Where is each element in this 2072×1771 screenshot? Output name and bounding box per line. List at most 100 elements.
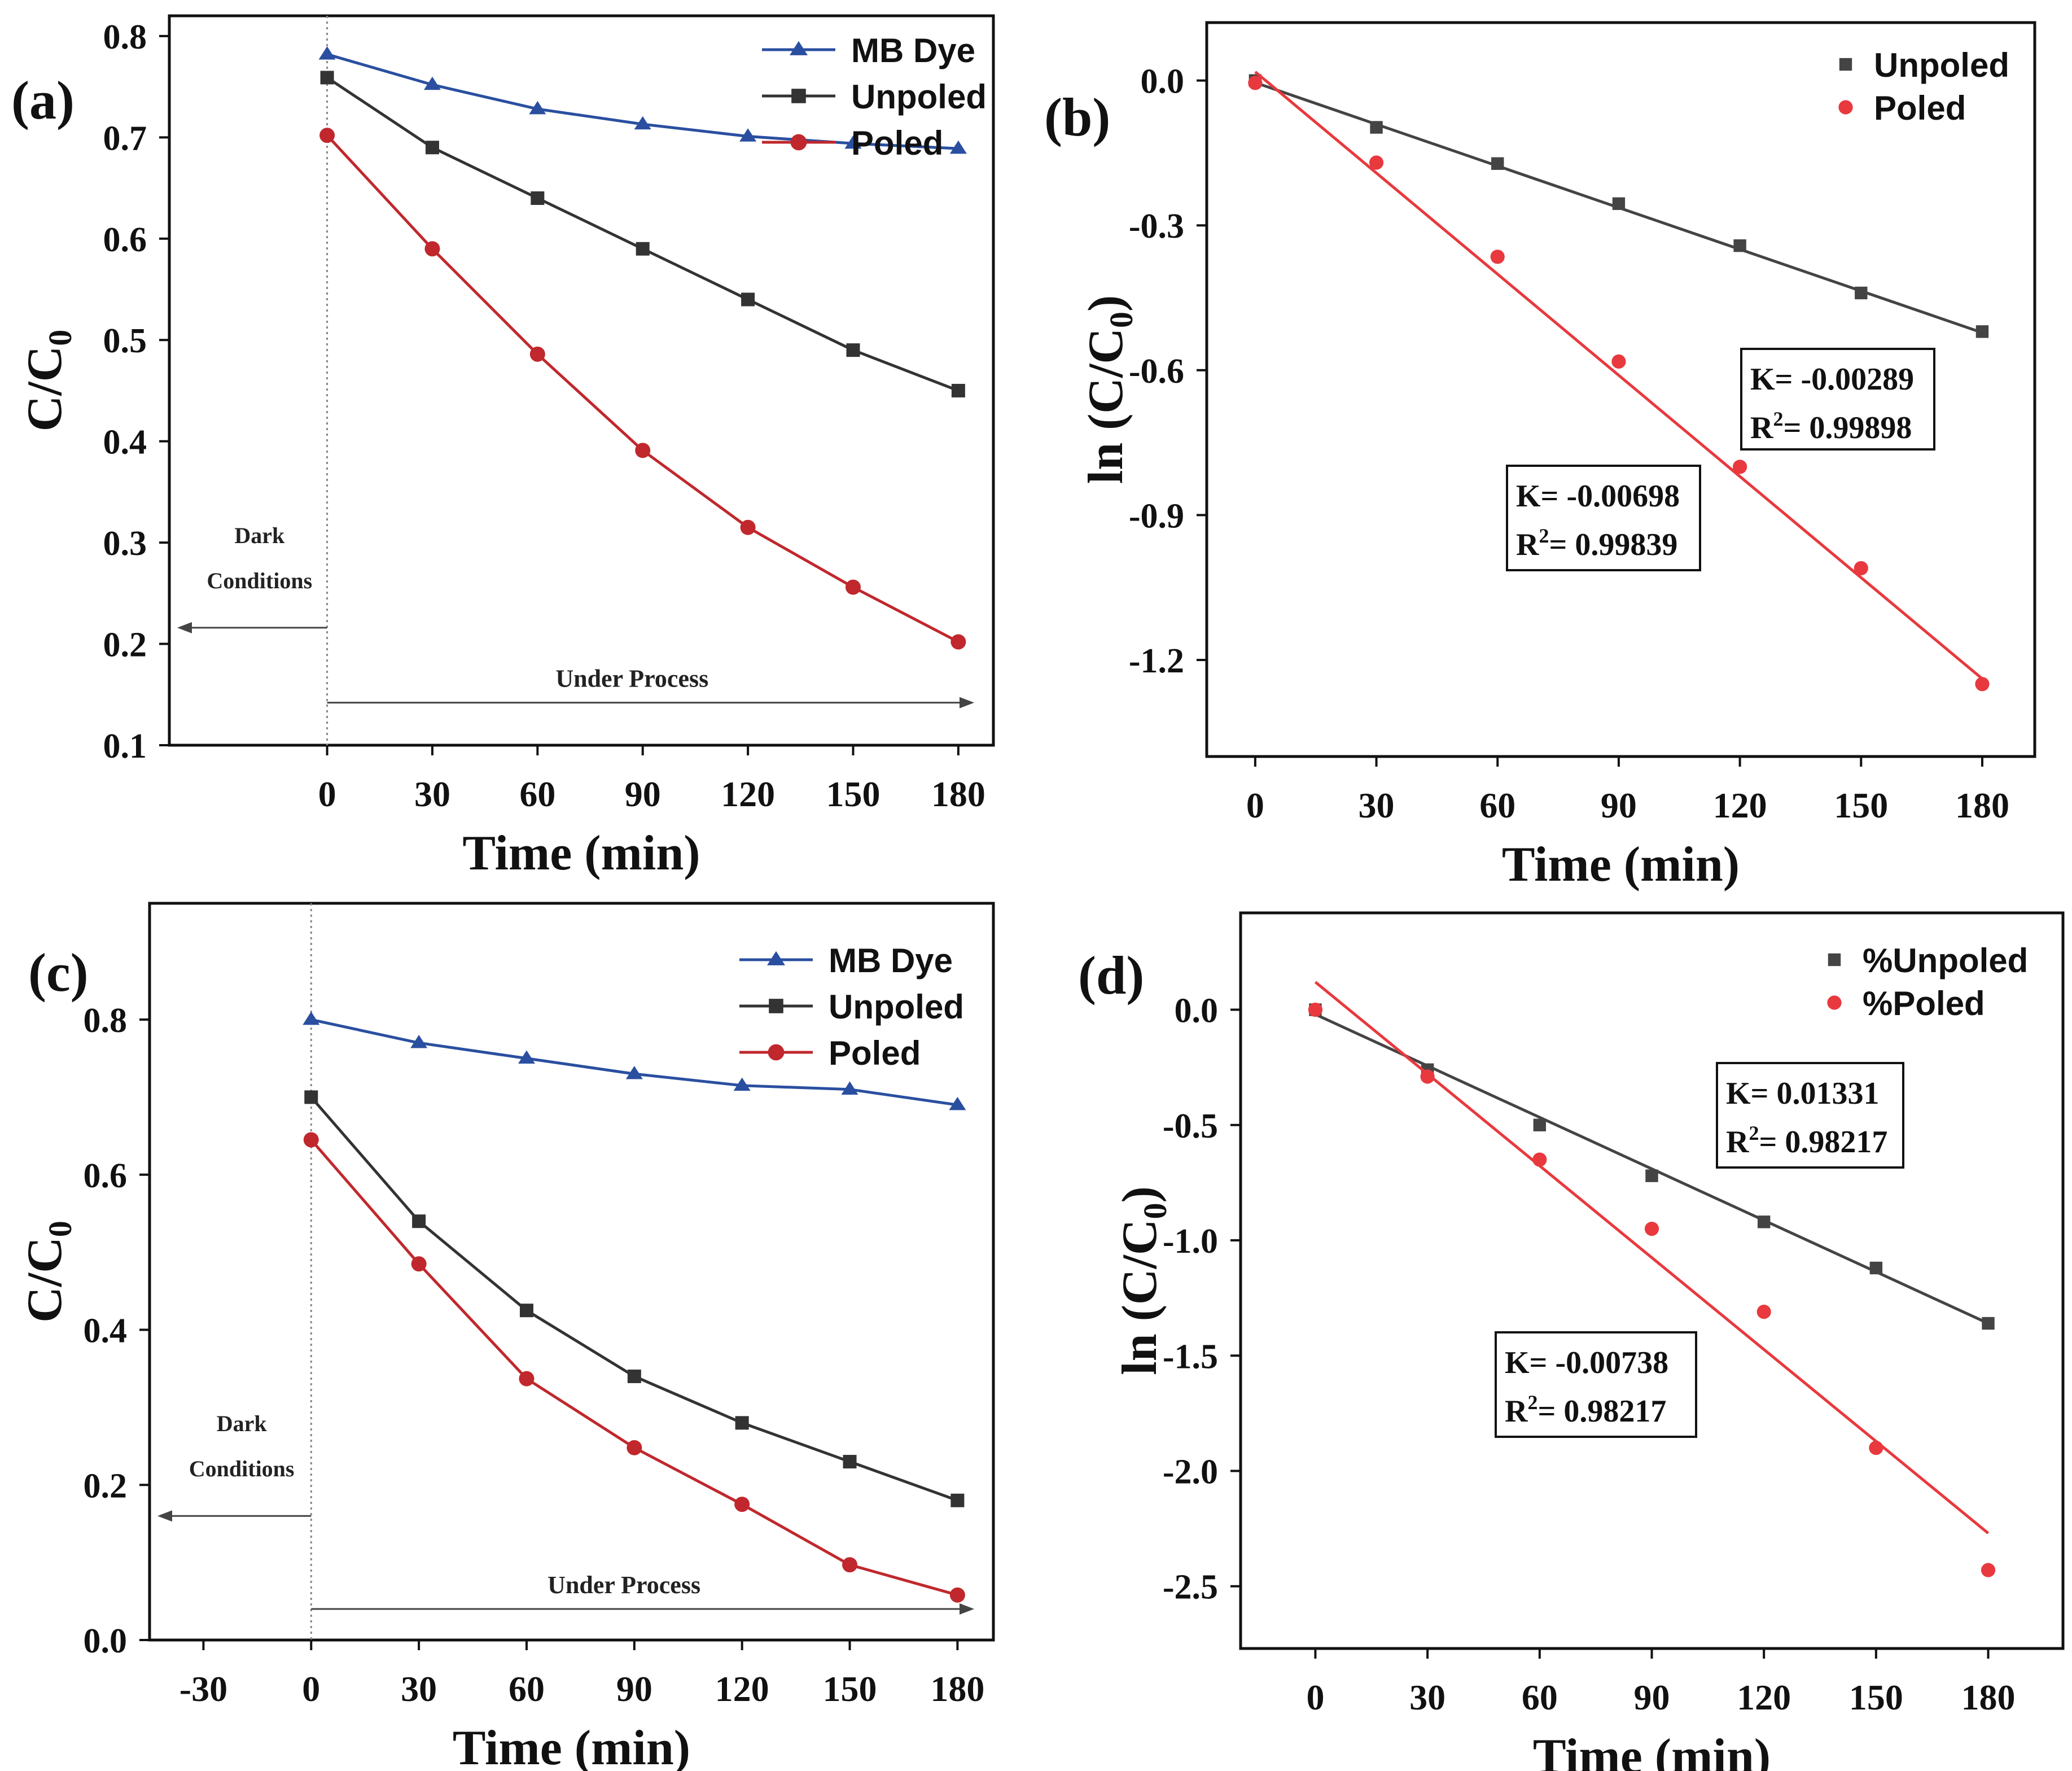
- data-point: [951, 383, 965, 397]
- data-point: [733, 1077, 751, 1091]
- y-axis-label-end: ): [1079, 295, 1133, 312]
- data-point: [1756, 1305, 1771, 1319]
- x-axis-label: Time (min): [462, 826, 700, 881]
- y-axis-label: ln (C/C0): [1079, 295, 1140, 484]
- fit-line-pct-unpoled: [1315, 1013, 1989, 1325]
- x-tick-label: 150: [823, 1669, 877, 1709]
- data-point: [519, 1371, 535, 1387]
- y-axis-label-subscript: 0: [1137, 1203, 1173, 1219]
- data-point: [1645, 1169, 1658, 1182]
- y-tick-label: 0.3: [103, 524, 147, 563]
- data-point: [841, 1081, 858, 1095]
- rate-constant-label: K= -0.00738: [1505, 1345, 1668, 1380]
- data-point: [741, 292, 755, 307]
- legend-label: %Poled: [1863, 985, 1985, 1022]
- data-point: [949, 1096, 966, 1110]
- r-squared-value: = 0.99898: [1783, 410, 1912, 445]
- legend-marker: [769, 999, 783, 1013]
- r-squared-label: R2= 0.98217: [1505, 1391, 1666, 1429]
- y-axis-label-main: C/C: [17, 1237, 72, 1323]
- r-squared-superscript: 2: [1749, 1122, 1759, 1144]
- chart-panel-c: -30 0 30 60 90 120 150 180 0.0 0.2 0.4 0.6 0.8 Time (…: [17, 902, 995, 1771]
- x-tick-label: 120: [1713, 785, 1767, 825]
- x-tick-label: 150: [1849, 1677, 1903, 1717]
- data-point: [844, 135, 862, 149]
- dark-arrow-head: [177, 622, 192, 633]
- x-tick-label: 90: [1601, 785, 1637, 825]
- x-tick-label: 150: [826, 774, 880, 814]
- chart-panel-a: 0 30 60 90 120 150 180 0.1 0.2 0.3 0.4 0.5 0.6 0.7 0.8…: [11, 14, 995, 881]
- y-tick-label: -2.5: [1163, 1568, 1218, 1607]
- r-squared-superscript: 2: [1773, 408, 1783, 430]
- data-point: [1308, 1002, 1323, 1017]
- y-tick-label: -1.0: [1163, 1222, 1218, 1261]
- legend-label: Poled: [851, 124, 943, 162]
- x-tick-label: 30: [1359, 785, 1395, 825]
- data-point: [846, 343, 860, 357]
- legend-marker: [1828, 953, 1841, 967]
- data-point: [1981, 1563, 1996, 1577]
- data-point: [1733, 239, 1746, 252]
- r-squared-label: R2= 0.99898: [1750, 408, 1912, 445]
- data-point: [1733, 460, 1747, 474]
- data-point: [424, 241, 440, 257]
- legend-marker: [790, 134, 807, 151]
- data-point: [1491, 157, 1504, 170]
- y-tick-label: -0.3: [1129, 207, 1184, 246]
- x-tick-label: 180: [1955, 785, 2009, 825]
- x-tick-label: 150: [1834, 785, 1888, 825]
- legend-marker: [1838, 100, 1853, 115]
- data-point: [734, 1497, 750, 1512]
- dark-label-line1: Dark: [234, 523, 285, 548]
- data-point: [739, 128, 757, 142]
- legend-label: Unpoled: [829, 988, 964, 1026]
- x-tick-label: 90: [625, 774, 661, 814]
- x-tick-label: -30: [179, 1669, 227, 1709]
- series-line-unpoled: [310, 1096, 958, 1502]
- r-squared-superscript: 2: [1539, 524, 1549, 547]
- r-squared-value: = 0.99839: [1549, 527, 1677, 562]
- legend-marker: [1827, 995, 1842, 1010]
- r-squared-label: R2= 0.99839: [1516, 524, 1677, 562]
- x-axis-label: Time (min): [453, 1721, 690, 1771]
- data-point: [1975, 325, 1989, 338]
- y-axis-label-subscript: 0: [42, 330, 78, 346]
- y-tick-label: 0.0: [1141, 63, 1185, 101]
- data-point: [627, 1369, 641, 1383]
- process-arrow-head: [960, 697, 974, 709]
- x-tick-label: 0: [1306, 1677, 1324, 1717]
- chart-panel-d: 0 30 60 90 120 150 180 0.0 -0.5 -1.0 -1.5 -2.0 -2.5 T…: [1078, 911, 2065, 1771]
- data-point: [318, 46, 336, 60]
- legend-label: Unpoled: [1874, 46, 2009, 84]
- data-point: [627, 1440, 642, 1455]
- data-point: [531, 191, 545, 205]
- data-point: [1854, 561, 1868, 576]
- legend-marker: [768, 1044, 785, 1061]
- y-tick-label: 0.7: [103, 119, 147, 158]
- dark-label-line2: Conditions: [207, 568, 312, 593]
- dark-label-line1: Dark: [217, 1411, 268, 1436]
- legend-label: Poled: [829, 1034, 921, 1072]
- data-point: [950, 634, 966, 650]
- r-squared-superscript: 2: [1527, 1391, 1537, 1414]
- process-label: Under Process: [547, 1571, 700, 1599]
- y-axis-label-subscript: 0: [1103, 312, 1140, 328]
- y-tick-label: 0.2: [84, 1467, 128, 1505]
- y-axis-label-end: ): [1112, 1186, 1167, 1202]
- y-tick-label: 0.2: [103, 626, 147, 664]
- x-axis-label: Time (min): [1502, 837, 1740, 892]
- x-tick-label: 60: [1479, 785, 1515, 825]
- data-point: [519, 1304, 533, 1318]
- stats-box: [1716, 1062, 1904, 1169]
- data-point: [529, 346, 545, 362]
- y-axis-label-main: ln (C/C: [1079, 328, 1133, 484]
- x-tick-label: 120: [715, 1669, 769, 1709]
- process-arrow-head: [960, 1603, 974, 1615]
- data-point: [949, 1587, 965, 1603]
- x-tick-label: 180: [930, 1669, 984, 1709]
- x-tick-label: 0: [302, 1669, 320, 1709]
- dark-label-line2: Conditions: [189, 1456, 295, 1481]
- y-tick-label: 0.6: [84, 1157, 128, 1195]
- chart-panel-b: 0 30 60 90 120 150 180 0.0 -0.3 -0.6 -0.9 -1.2 Time …: [1044, 21, 2036, 892]
- y-tick-label: 0.8: [103, 18, 147, 56]
